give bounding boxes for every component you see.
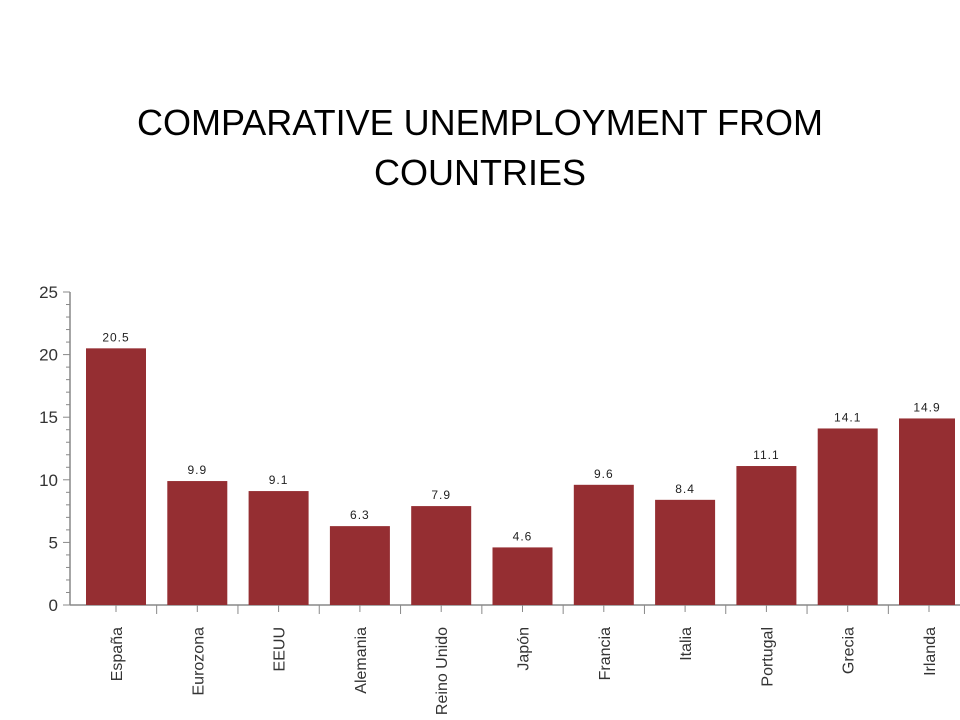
- category-label: Reino Unido: [434, 627, 451, 715]
- y-tick-label: 20: [39, 346, 58, 365]
- y-tick-label: 25: [39, 283, 58, 302]
- data-label: 9.1: [269, 473, 289, 487]
- data-label: 9.9: [187, 463, 207, 477]
- bar: [573, 484, 634, 605]
- data-label: 14.9: [913, 400, 940, 414]
- title-line-1: COMPARATIVE UNEMPLOYMENT FROM: [136, 102, 824, 143]
- bar: [329, 526, 390, 605]
- category-label: Eurozona: [190, 627, 207, 696]
- category-label: Alemania: [353, 627, 370, 694]
- data-label: 20.5: [102, 330, 129, 344]
- chart-title: COMPARATIVE UNEMPLOYMENT FROM COUNTRIES: [40, 98, 920, 198]
- category-label: Irlanda: [922, 627, 939, 676]
- bar: [167, 481, 228, 605]
- bar: [736, 466, 797, 605]
- bar: [248, 491, 309, 605]
- bar: [817, 428, 878, 605]
- data-label: 7.9: [431, 488, 451, 502]
- bar: [86, 348, 146, 605]
- category-label: Grecia: [841, 627, 858, 674]
- category-label: Portugal: [759, 627, 776, 687]
- y-tick-label: 10: [39, 471, 58, 490]
- category-label: EEUU: [272, 627, 289, 671]
- category-label: Italia: [678, 627, 695, 661]
- bars: [86, 348, 955, 605]
- bar: [655, 499, 716, 605]
- data-label: 8.4: [675, 482, 695, 496]
- data-label: 4.6: [513, 529, 533, 543]
- data-label: 14.1: [834, 410, 861, 424]
- title-line-2: COUNTRIES: [373, 152, 586, 193]
- data-label: 11.1: [753, 448, 779, 462]
- y-tick-label: 15: [39, 408, 58, 427]
- category-label: España: [109, 627, 126, 681]
- category-labels: España Eurozona EEUU Alemania Reino Unido Jap…: [109, 605, 939, 715]
- bar: [899, 418, 955, 605]
- category-label: Japón: [516, 627, 533, 671]
- bar: [411, 506, 472, 605]
- y-tick-label: 5: [49, 533, 58, 552]
- data-label: 9.6: [594, 467, 614, 481]
- data-label: 6.3: [350, 508, 370, 522]
- y-tick-label: 0: [49, 596, 58, 615]
- category-label: Francia: [597, 627, 614, 680]
- y-axis: 0 5 10 15 20 25: [39, 283, 960, 615]
- data-labels: 20.5 9.9 9.1 6.3 7.9 4.6 9.6 8.4 11.1 14.1 14.9: [102, 330, 940, 543]
- bar: [492, 547, 553, 605]
